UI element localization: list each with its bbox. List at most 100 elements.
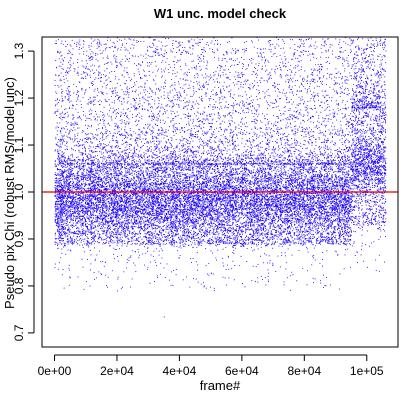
data-point [97,170,98,171]
data-point [320,234,321,235]
data-point [138,223,139,224]
data-point [130,210,131,211]
data-point [86,244,87,245]
data-point [208,207,209,208]
data-point [344,221,345,222]
data-point [122,237,123,238]
data-point [131,226,132,227]
data-point [106,240,107,241]
data-point [257,232,258,233]
data-point [221,238,222,239]
data-point [106,233,107,234]
data-point [323,239,324,240]
data-point [228,173,229,174]
data-point [136,238,137,239]
data-point [105,239,106,240]
data-point [345,202,346,203]
data-point [275,200,276,201]
data-point [215,237,216,238]
data-point [194,242,195,243]
data-point [277,226,278,227]
data-point [149,167,150,168]
data-point [143,243,144,244]
data-point [211,190,212,191]
data-point [158,187,159,188]
data-point [257,235,258,236]
data-point [288,242,289,243]
data-point [112,216,113,217]
data-point [222,208,223,209]
data-point [163,184,164,185]
data-point [146,243,147,244]
data-point [130,205,131,206]
data-point [303,169,304,170]
data-point [234,243,235,244]
data-point [194,186,195,187]
data-point [185,174,186,175]
data-point [324,239,325,240]
data-point [88,177,89,178]
data-point [273,195,274,196]
data-point [281,234,282,235]
data-point [266,220,267,221]
data-point [206,235,207,236]
data-point [71,174,72,175]
data-point [246,187,247,188]
data-point [273,237,274,238]
data-point [117,215,118,216]
data-point [249,170,250,171]
data-point [270,196,271,197]
data-point [244,189,245,190]
data-point [108,209,109,210]
data-point [85,165,86,166]
data-point [340,236,341,237]
data-point [138,218,139,219]
data-point [336,166,337,167]
data-point [248,169,249,170]
data-point [320,236,321,237]
data-point [76,183,77,184]
data-point [134,240,135,241]
data-point [228,237,229,238]
data-point [216,242,217,243]
data-point [161,233,162,234]
data-point [229,243,230,244]
data-point [258,178,259,179]
data-point [293,214,294,215]
data-point [286,182,287,183]
data-point [331,234,332,235]
data-point [126,177,127,178]
data-point [270,202,271,203]
data-point [337,165,338,166]
data-point [338,217,339,218]
data-point [233,181,234,182]
data-point [258,240,259,241]
data-point [160,202,161,203]
data-point [246,215,247,216]
data-point [308,221,309,222]
data-point [210,222,211,223]
data-point [147,180,148,181]
data-point [206,172,207,173]
data-point [322,175,323,176]
data-point [65,216,66,217]
data-point [271,214,272,215]
data-point [143,165,144,166]
data-point [292,218,293,219]
data-point [90,229,91,230]
data-point [185,224,186,225]
data-point [126,223,127,224]
data-point [82,166,83,167]
data-point [322,230,323,231]
data-point [271,171,272,172]
data-point [330,207,331,208]
data-point [269,217,270,218]
data-point [254,210,255,211]
data-point [207,176,208,177]
data-point [291,218,292,219]
data-point [170,209,171,210]
data-point [61,231,62,232]
data-point [158,240,159,241]
data-point [307,198,308,199]
data-point [304,229,305,230]
